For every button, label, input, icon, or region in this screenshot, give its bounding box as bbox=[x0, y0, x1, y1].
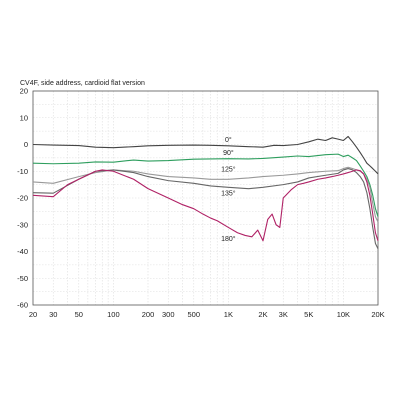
y-tick-label: -50 bbox=[17, 274, 28, 283]
x-tick-label: 100 bbox=[107, 310, 120, 319]
chart-title: CV4F, side address, cardioid flat versio… bbox=[20, 80, 145, 87]
x-tick-label: 2K bbox=[258, 310, 267, 319]
x-tick-label: 300 bbox=[162, 310, 175, 319]
x-tick-label: 5K bbox=[304, 310, 313, 319]
y-tick-label: -40 bbox=[17, 247, 28, 256]
y-tick-label: -60 bbox=[17, 301, 28, 310]
x-tick-label: 1K bbox=[224, 310, 233, 319]
y-tick-label: -20 bbox=[17, 194, 28, 203]
y-tick-label: 0 bbox=[24, 140, 28, 149]
y-tick-label: 20 bbox=[20, 87, 28, 96]
x-tick-label: 20K bbox=[371, 310, 384, 319]
plot-frame bbox=[32, 90, 379, 306]
series-label: 125° bbox=[221, 165, 236, 173]
series-line-135 bbox=[32, 168, 379, 250]
x-tick-label: 3K bbox=[279, 310, 288, 319]
series-label: 0° bbox=[225, 136, 232, 144]
series-line-180 bbox=[32, 169, 379, 242]
x-tick-label: 20 bbox=[29, 310, 37, 319]
y-tick-label: 10 bbox=[20, 113, 28, 122]
x-tick-label: 50 bbox=[75, 310, 83, 319]
x-tick-label: 10K bbox=[337, 310, 350, 319]
series-line-90 bbox=[32, 153, 379, 217]
y-tick-label: -30 bbox=[17, 220, 28, 229]
x-tick-label: 200 bbox=[142, 310, 155, 319]
y-tick-label: -10 bbox=[17, 167, 28, 176]
series-label: 90° bbox=[223, 149, 234, 157]
series-label: 180° bbox=[221, 235, 236, 243]
series-line-0 bbox=[32, 135, 379, 175]
x-tick-label: 500 bbox=[188, 310, 201, 319]
x-tick-label: 30 bbox=[49, 310, 57, 319]
series-label: 135° bbox=[221, 189, 236, 197]
